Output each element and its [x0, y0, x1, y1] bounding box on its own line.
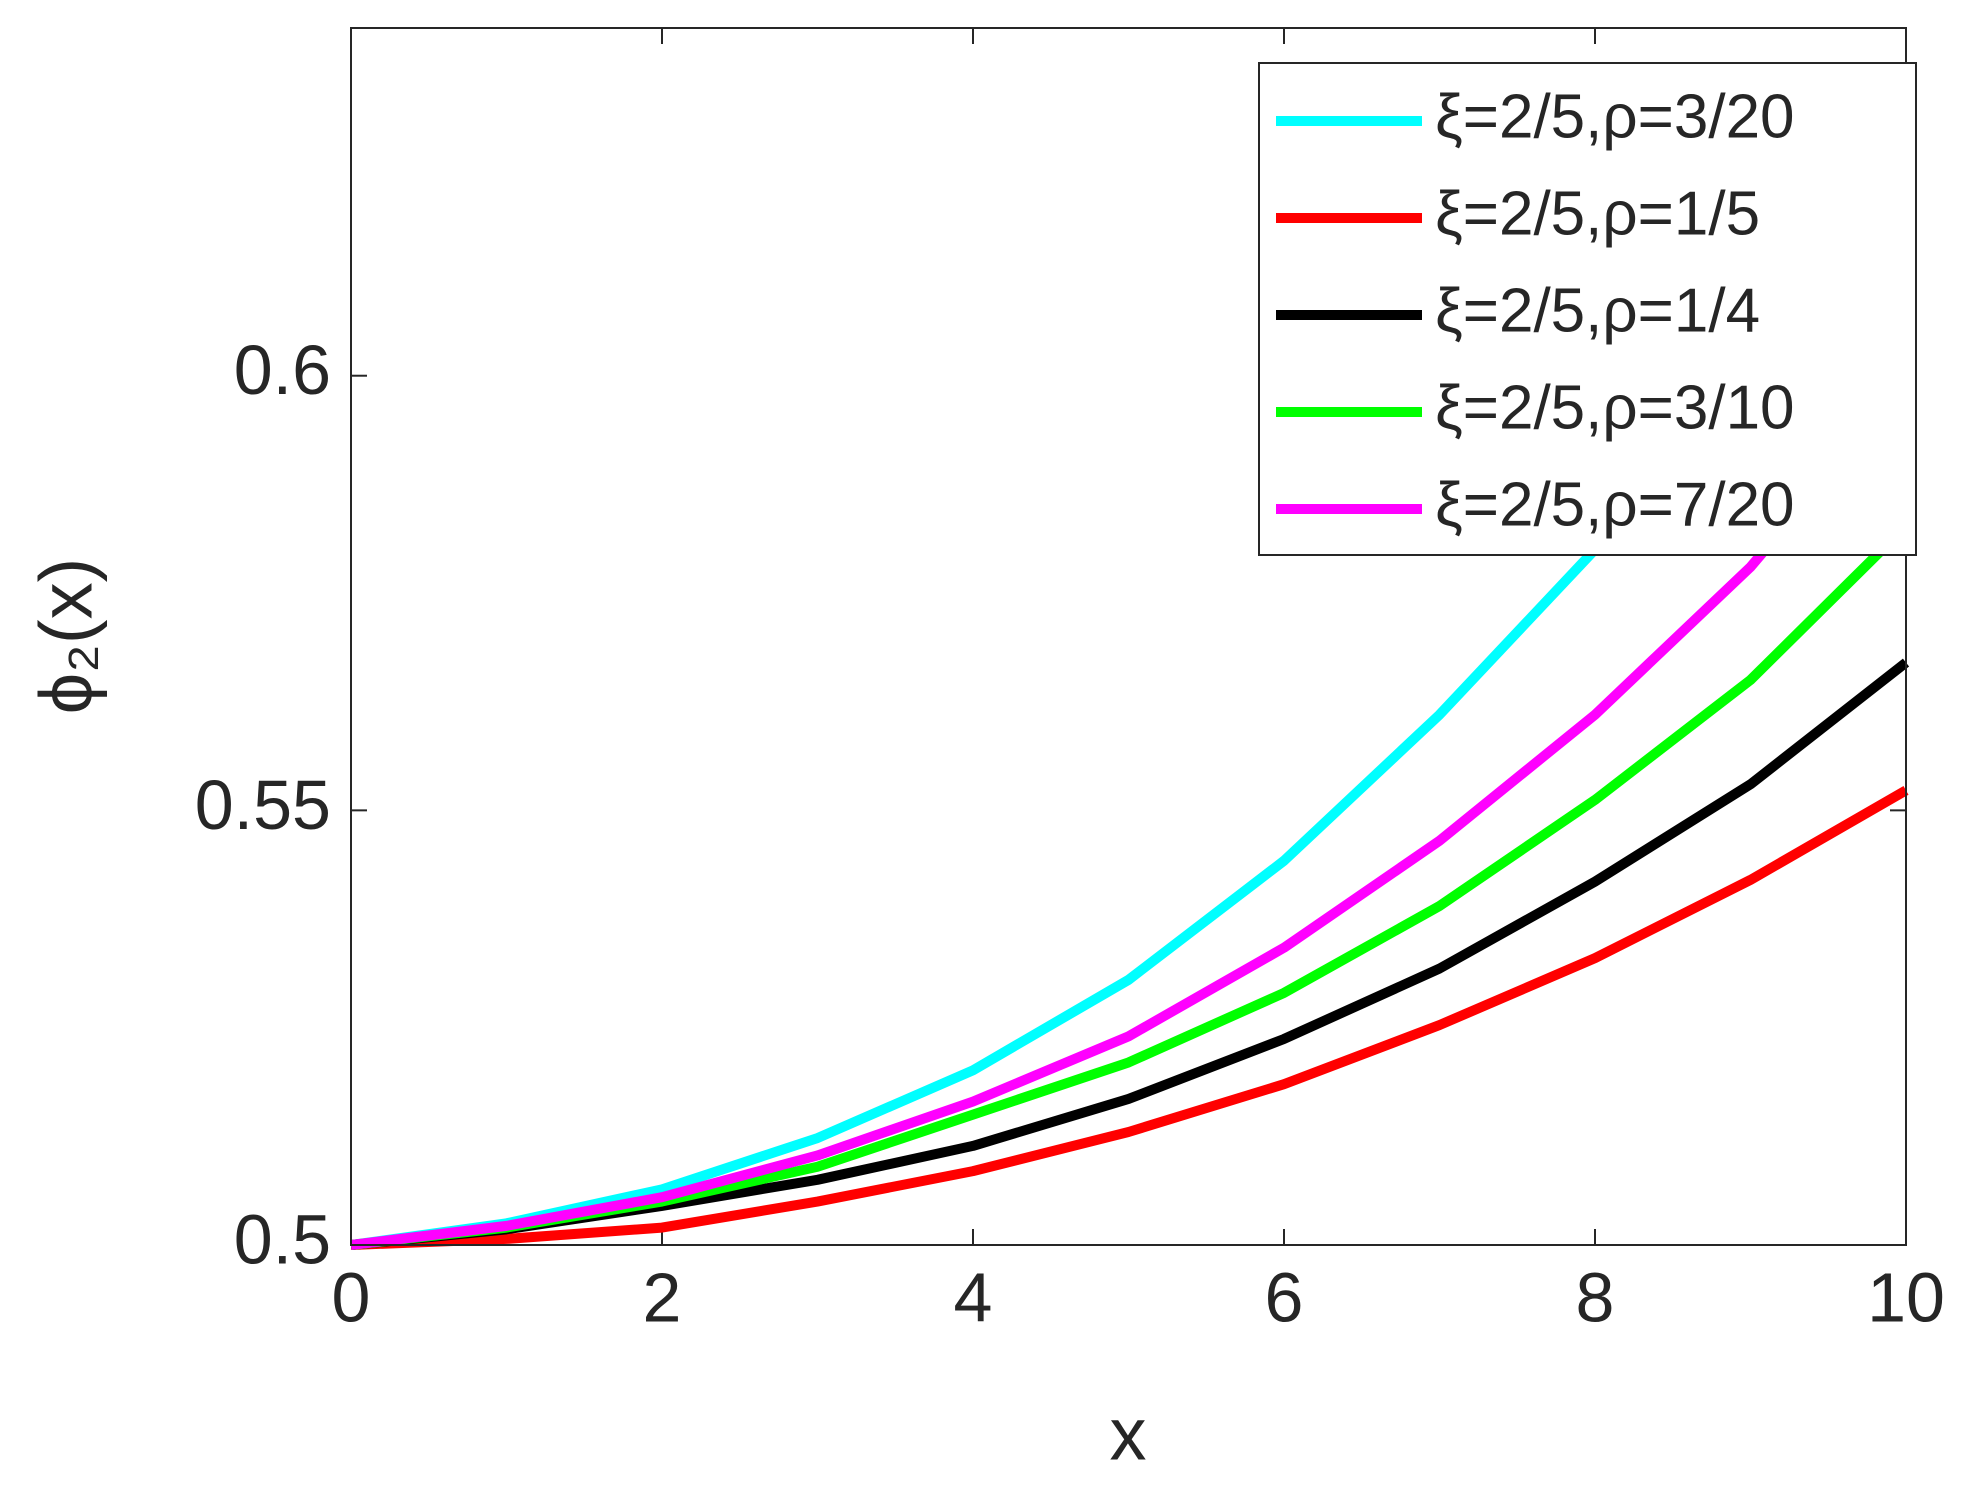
y-tick-label: 0.55: [195, 766, 331, 844]
x-tick-label: 10: [1867, 1258, 1945, 1336]
x-axis-label: x: [1110, 1393, 1147, 1476]
legend-label: ξ=2/5,ρ=3/20: [1435, 82, 1795, 151]
x-tick-label: 6: [1265, 1258, 1304, 1336]
x-tick-label: 2: [643, 1258, 682, 1336]
legend-label: ξ=2/5,ρ=1/5: [1435, 179, 1760, 248]
x-tick-label: 4: [954, 1258, 993, 1336]
y-axis-label: ϕ₂(x): [25, 558, 108, 714]
y-tick-label: 0.6: [234, 331, 331, 409]
series-line: [350, 380, 1910, 1250]
legend-label: ξ=2/5,ρ=1/4: [1435, 276, 1760, 345]
y-tick-label: 0.5: [234, 1200, 331, 1278]
series-line: [350, 786, 1909, 1250]
legend-box: [1258, 62, 1917, 556]
axes-box: [350, 27, 1907, 1246]
legend-label: ξ=2/5,ρ=7/20: [1435, 470, 1795, 539]
x-tick-label: 8: [1576, 1258, 1615, 1336]
x-tick-label: 0: [332, 1258, 371, 1336]
legend-label: ξ=2/5,ρ=3/10: [1435, 373, 1795, 442]
